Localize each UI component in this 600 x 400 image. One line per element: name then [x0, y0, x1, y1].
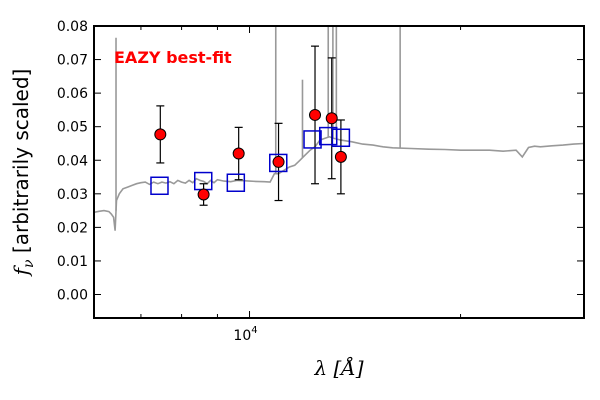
observed-photometry-points — [154, 108, 347, 201]
model-square-marker — [150, 176, 169, 196]
observed-point — [272, 155, 285, 168]
y-tick-label: 0.04 — [57, 153, 88, 169]
model-square-marker — [331, 128, 351, 148]
model-square-marker — [303, 130, 322, 149]
observed-point — [325, 112, 338, 125]
y-tick-label: 0.03 — [57, 187, 88, 203]
model-photometry-squares — [150, 126, 351, 196]
x-axis-label: λ [Å] — [313, 355, 363, 380]
x-tick-label: 104 — [233, 325, 257, 344]
model-square-marker — [226, 173, 246, 192]
model-square-marker — [318, 126, 338, 146]
y-tick-label: 0.06 — [57, 86, 88, 102]
y-tick-labels: 0.00 0.01 0.02 0.03 0.04 0.05 0.06 0.07 0.08 — [57, 19, 88, 304]
model-square-marker — [269, 153, 288, 173]
observed-point — [334, 150, 347, 163]
spectrum-line — [94, 135, 584, 231]
y-tick-label: 0.07 — [57, 53, 88, 69]
axis-ticks — [94, 25, 584, 318]
plot-frame — [93, 25, 585, 319]
y-tick-label: 0.08 — [57, 19, 88, 35]
y-tick-label: 0.00 — [57, 288, 88, 304]
observed-point — [197, 188, 210, 201]
annotation-label: EAZY best-fit — [114, 48, 232, 67]
x-tick-labels: 104 — [233, 325, 257, 344]
observed-point — [232, 147, 245, 160]
y-tick-label: 0.05 — [57, 120, 88, 136]
observed-point — [309, 108, 322, 121]
y-axis-label: fν [arbitrarily scaled] — [9, 69, 37, 278]
observed-point — [154, 128, 167, 141]
y-tick-label: 0.01 — [57, 254, 88, 270]
y-tick-label: 0.02 — [57, 220, 88, 236]
